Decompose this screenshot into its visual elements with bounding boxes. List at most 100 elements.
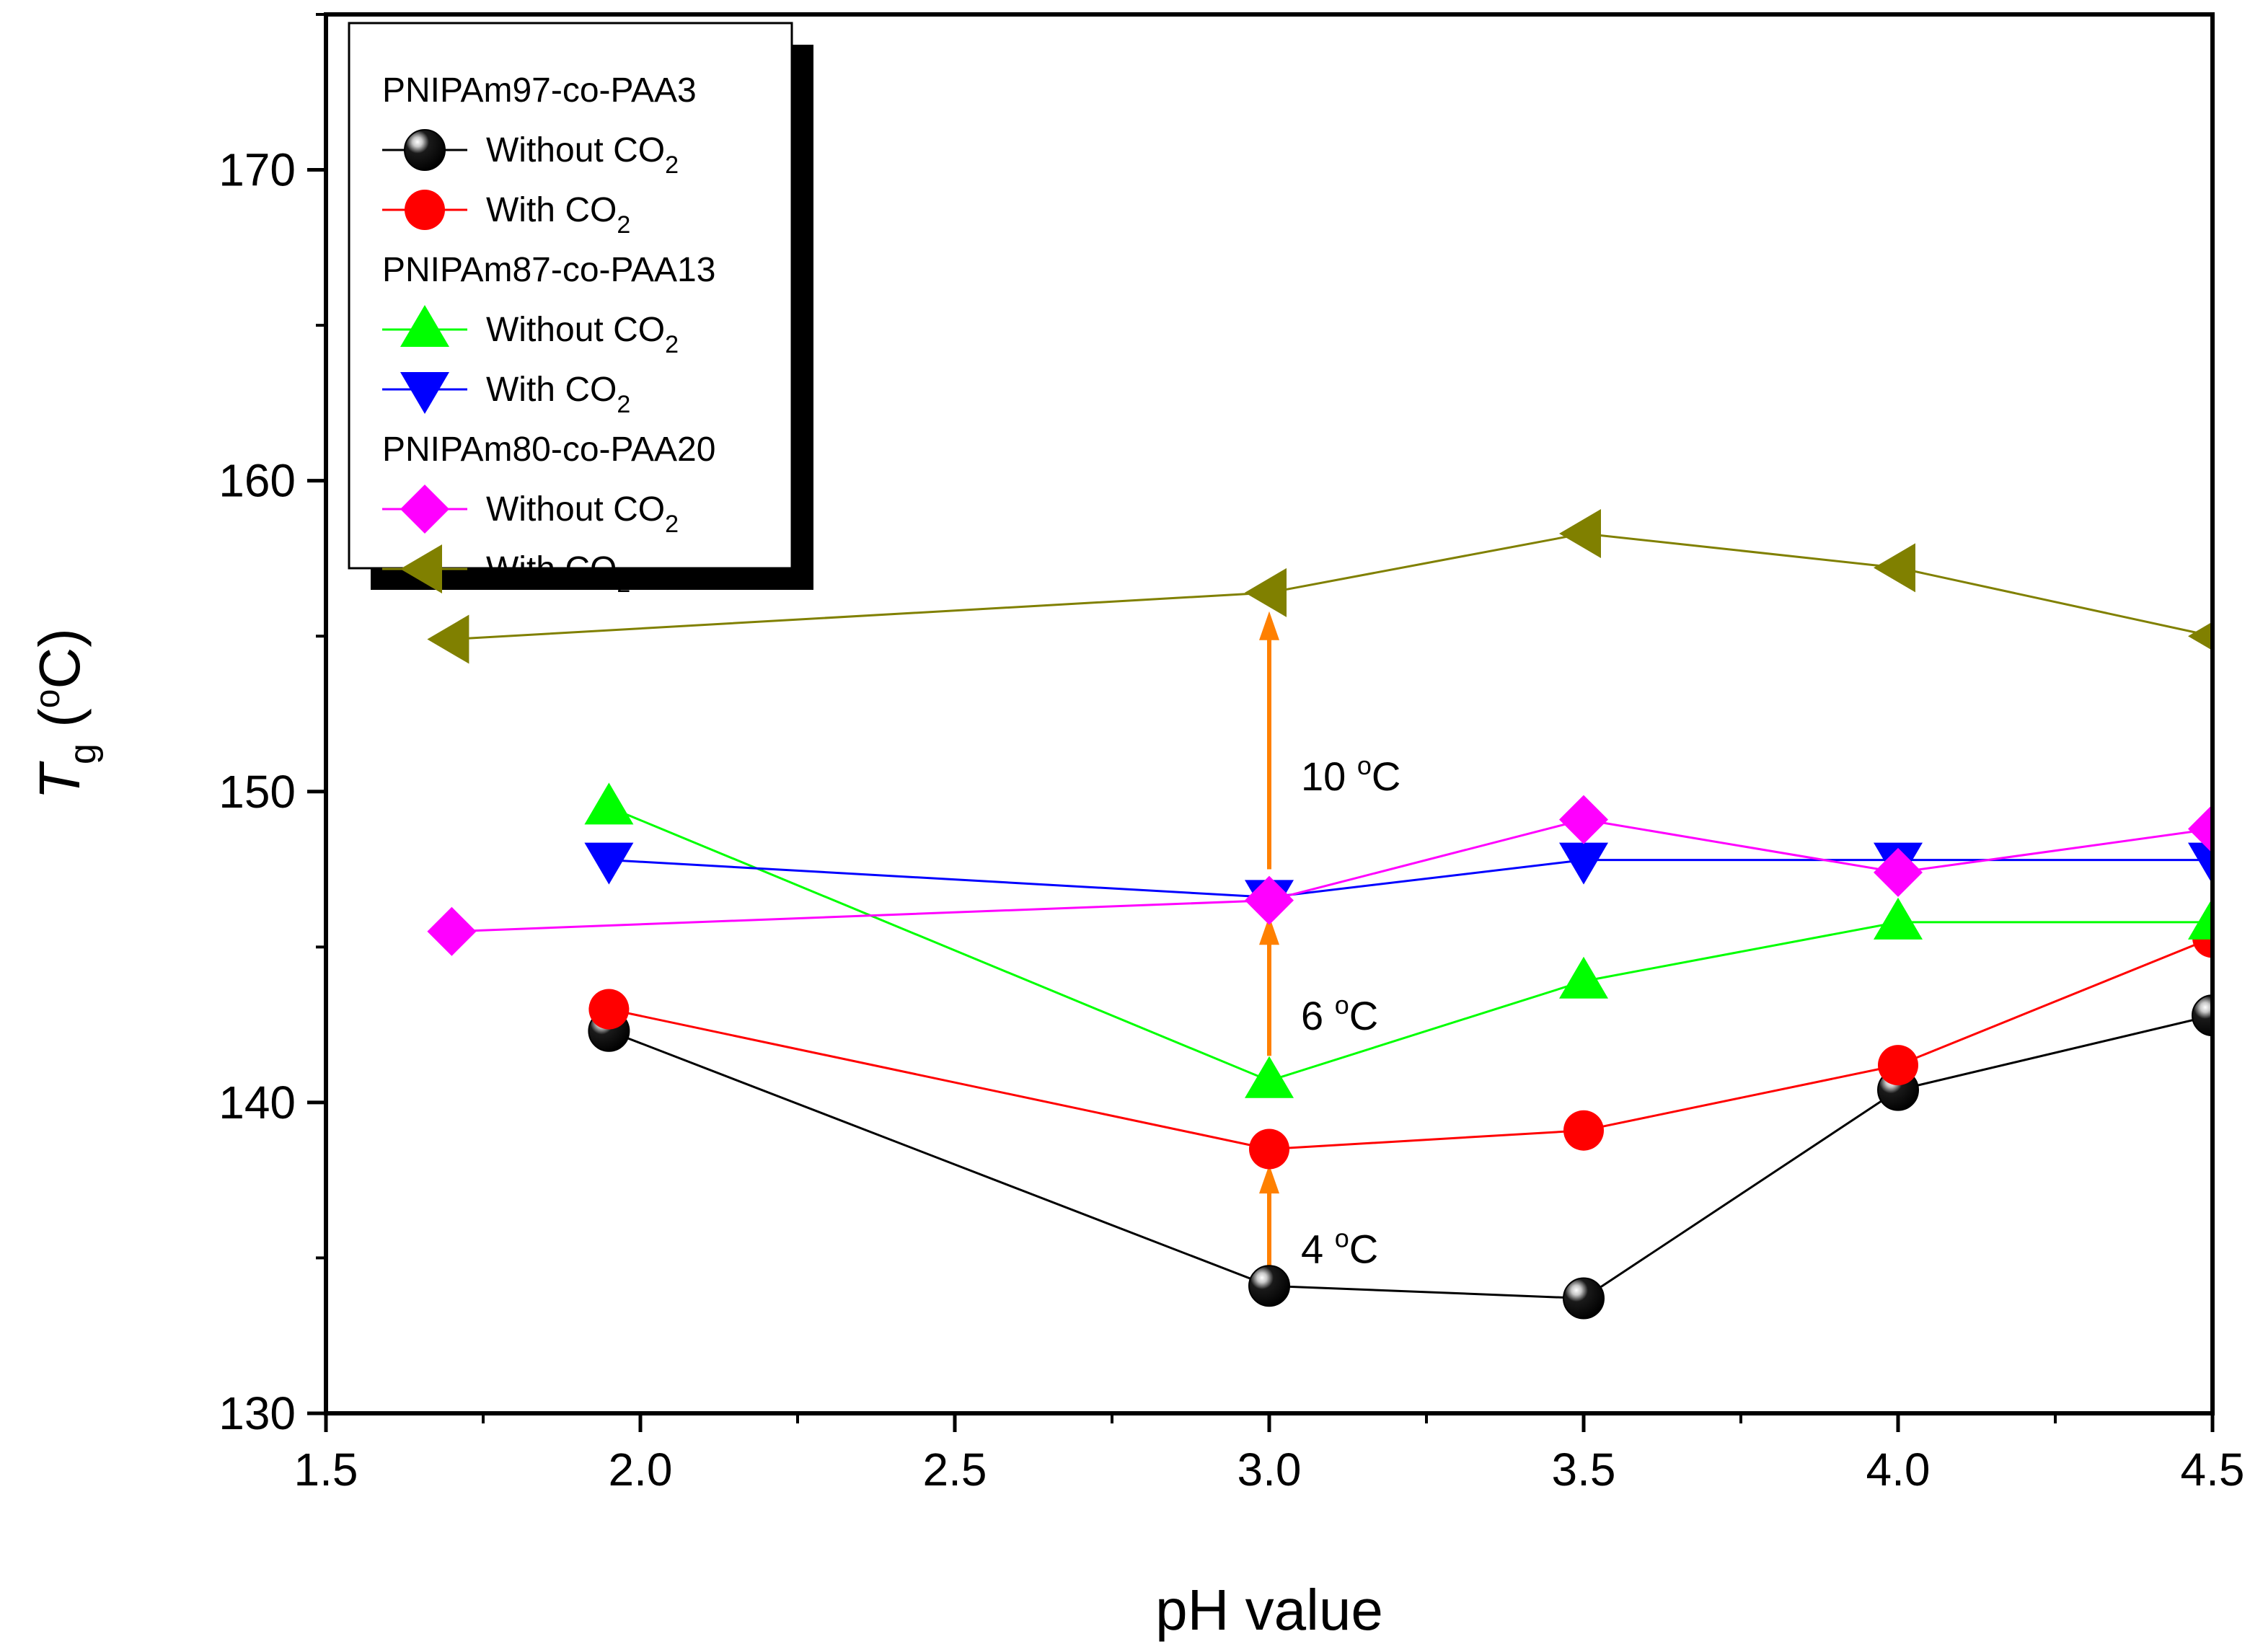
legend-group-title: PNIPAm97-co-PAA3 xyxy=(382,71,697,110)
series-line xyxy=(609,859,2212,898)
data-point xyxy=(1563,1110,1604,1151)
y-tick-label: 170 xyxy=(219,144,296,196)
data-point xyxy=(1559,508,1601,558)
data-point xyxy=(588,989,630,1030)
data-point xyxy=(2188,897,2212,940)
x-axis: 1.5 2.0 2.5 3.0 3.5 4.0 4.5 xyxy=(294,1413,2245,1496)
series-1 xyxy=(588,917,2212,1170)
data-point xyxy=(1559,795,1608,844)
legend-entry-text: With CO xyxy=(486,191,617,229)
x-tick-label: 3.0 xyxy=(1238,1444,1302,1496)
data-point xyxy=(1249,1128,1289,1170)
legend-entry-subscript: 2 xyxy=(617,391,630,418)
data-point xyxy=(1245,1056,1294,1098)
data-point xyxy=(1563,1277,1605,1320)
annotation-degree: o xyxy=(1335,990,1349,1020)
legend-entry-label: Without CO2 xyxy=(486,311,679,358)
series-0 xyxy=(588,994,2212,1320)
x-tick-label: 2.0 xyxy=(609,1444,673,1496)
legend-entry-subscript: 2 xyxy=(617,211,630,239)
data-point xyxy=(584,842,634,885)
y-axis-title: Tg (oC) xyxy=(27,628,104,800)
data-point xyxy=(1248,1265,1290,1307)
data-point xyxy=(2188,804,2212,854)
series-line xyxy=(608,805,2212,1082)
legend-entry-text: Without CO xyxy=(486,490,665,529)
legend-marker xyxy=(400,544,442,593)
data-point xyxy=(1559,842,1608,885)
annotation-unit: C xyxy=(1372,754,1400,799)
series-line xyxy=(608,1014,2212,1300)
legend-entry-subscript: 2 xyxy=(665,151,679,179)
legend-group-title: PNIPAm80-co-PAA20 xyxy=(382,430,715,469)
legend-entry-label: Without CO2 xyxy=(486,490,679,538)
legend-entry-subscript: 2 xyxy=(617,570,630,598)
legend-entry-text: With CO xyxy=(486,550,617,588)
series-layer xyxy=(427,508,2212,1320)
x-tick-label: 1.5 xyxy=(294,1444,358,1496)
data-point xyxy=(2188,622,2212,651)
series-line xyxy=(451,818,2212,933)
x-axis-title: pH value xyxy=(1155,1578,1383,1642)
annotation-unit: C xyxy=(1349,1227,1378,1272)
x-tick-label: 2.5 xyxy=(923,1444,987,1496)
data-point xyxy=(584,782,634,825)
legend-entry-subscript: 2 xyxy=(665,331,679,358)
y-tick-label: 140 xyxy=(219,1077,296,1128)
data-point xyxy=(1878,1045,1918,1086)
data-point xyxy=(1559,956,1608,999)
series-4 xyxy=(427,795,2212,956)
annotation-arrowhead xyxy=(1259,916,1279,945)
legend-entry-label: With CO2 xyxy=(486,550,630,598)
series-2 xyxy=(584,782,2212,1098)
series-3 xyxy=(584,842,2212,922)
y-axis-title-unit-open: ( xyxy=(27,708,92,743)
y-axis-title-degree: o xyxy=(29,689,67,709)
legend-box xyxy=(348,22,793,570)
x-tick-label: 3.5 xyxy=(1552,1444,1616,1496)
legend-entry-text: Without CO xyxy=(486,131,665,169)
y-axis-title-symbol: T xyxy=(27,761,92,800)
x-tick-label: 4.5 xyxy=(2181,1444,2245,1496)
x-tick-label: 4.0 xyxy=(1866,1444,1931,1496)
data-point xyxy=(2188,842,2212,885)
annotation-value: 10 xyxy=(1301,754,1357,799)
data-point xyxy=(1245,875,1294,925)
annotation-value: 6 xyxy=(1301,993,1335,1038)
data-point xyxy=(1874,897,1923,940)
legend-group-title: PNIPAm87-co-PAA13 xyxy=(382,251,715,289)
y-tick-label: 150 xyxy=(219,766,296,818)
y-axis-title-subscript: g xyxy=(62,743,104,764)
data-point xyxy=(427,614,469,664)
data-point xyxy=(1245,567,1287,617)
annotation-label: 6 oC xyxy=(1301,990,1378,1038)
annotation-arrowhead xyxy=(1259,1165,1279,1194)
legend-entry-text: Without CO xyxy=(486,311,665,349)
series-line xyxy=(609,937,2212,1151)
legend-marker xyxy=(400,372,449,414)
legend-marker xyxy=(405,190,445,230)
annotation-unit: C xyxy=(1349,993,1378,1038)
legend-entry-label: With CO2 xyxy=(486,371,630,418)
y-axis-title-unit-close: C) xyxy=(27,628,92,689)
legend-entry-subscript: 2 xyxy=(665,511,679,538)
annotation-label: 4 oC xyxy=(1301,1224,1378,1272)
annotation-degree: o xyxy=(1335,1224,1349,1253)
legend-entry-label: With CO2 xyxy=(486,191,630,239)
legend-marker xyxy=(400,305,449,347)
legend-entry-text: With CO xyxy=(486,371,617,409)
y-tick-label: 160 xyxy=(219,455,296,507)
legend-entry-label: Without CO2 xyxy=(486,131,679,179)
annotation-value: 4 xyxy=(1301,1227,1335,1272)
y-axis: 130 140 150 160 170 xyxy=(219,13,326,1439)
legend-marker xyxy=(404,129,446,171)
data-point xyxy=(427,906,477,956)
annotation-degree: o xyxy=(1357,751,1372,780)
data-point xyxy=(1874,543,1915,593)
legend-marker xyxy=(400,485,449,534)
y-tick-label: 130 xyxy=(219,1387,296,1439)
data-point xyxy=(2192,994,2212,1037)
